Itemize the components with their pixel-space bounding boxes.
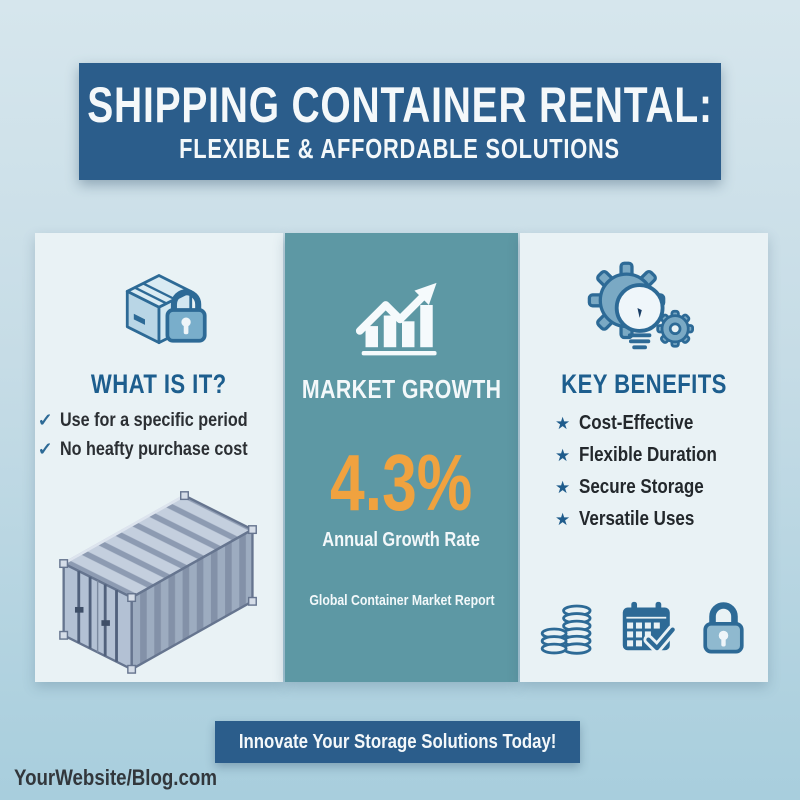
market-growth-heading-text: MARKET GROWTH — [301, 374, 502, 404]
lightbulb-gears-icon — [585, 261, 703, 355]
growth-stat-value: 4.3% — [310, 438, 492, 527]
growth-stat-label-text: Annual Growth Rate — [322, 529, 481, 551]
key-benefits-heading: KEY BENEFITS — [543, 369, 745, 400]
growth-stat-value-text: 4.3% — [330, 438, 473, 527]
box-with-padlock-icon — [103, 263, 215, 357]
cta-banner: Innovate Your Storage Solutions Today! — [215, 721, 580, 763]
what-is-it-list: ✓ Use for a specific period ✓ No heafty … — [38, 410, 281, 461]
benefit-icons-row — [539, 596, 750, 656]
star-icon: ★ — [555, 446, 571, 465]
padlock-icon — [697, 596, 750, 656]
website-url-text: YourWebsite/Blog.com — [14, 765, 217, 790]
star-icon: ★ — [555, 510, 571, 529]
shipping-container-illustration — [41, 469, 277, 677]
list-item: ★ Flexible Duration — [555, 444, 733, 467]
key-benefits-list: ★ Cost-Effective ★ Flexible Duration ★ S… — [555, 412, 733, 531]
list-item-label: Versatile Uses — [579, 508, 715, 531]
list-item-text: Cost-Effective — [579, 412, 694, 434]
report-source: Global Container Market Report — [289, 592, 515, 609]
page-subtitle: FLEXIBLE & AFFORDABLE SOLUTIONS — [117, 135, 682, 163]
panel-market-growth: MARKET GROWTH 4.3% Annual Growth Rate Gl… — [285, 233, 518, 682]
cta-label-text: Innovate Your Storage Solutions Today! — [238, 730, 557, 753]
panel-what-is-it: WHAT IS IT? ✓ Use for a specific period … — [35, 233, 283, 682]
list-item-text: Versatile Uses — [579, 508, 695, 530]
cta-label: Innovate Your Storage Solutions Today! — [204, 730, 591, 754]
panel-key-benefits: KEY BENEFITS ★ Cost-Effective ★ Flexible… — [520, 233, 768, 682]
list-item-label: Secure Storage — [579, 476, 726, 499]
coins-icon — [539, 602, 597, 656]
check-icon: ✓ — [37, 410, 53, 430]
star-icon: ★ — [555, 478, 571, 497]
list-item-text: No heafty purchase cost — [59, 439, 248, 460]
list-item-text: Secure Storage — [579, 476, 704, 498]
list-item: ✓ No heafty purchase cost — [38, 439, 281, 461]
page-title: SHIPPING CONTAINER RENTAL: — [0, 80, 800, 130]
report-source-text: Global Container Market Report — [308, 592, 495, 609]
page-subtitle-text: FLEXIBLE & AFFORDABLE SOLUTIONS — [179, 133, 621, 164]
list-item: ★ Versatile Uses — [555, 508, 733, 531]
check-icon: ✓ — [37, 439, 53, 459]
calendar-check-icon — [617, 599, 677, 656]
list-item-label: Use for a specific period — [60, 410, 281, 432]
list-item-text: Use for a specific period — [59, 410, 248, 431]
list-item-label: Flexible Duration — [579, 444, 741, 467]
growth-stat-label: Annual Growth Rate — [305, 529, 497, 552]
what-is-it-heading-text: WHAT IS IT? — [91, 369, 227, 399]
list-item: ★ Secure Storage — [555, 476, 733, 499]
header-banner: SHIPPING CONTAINER RENTAL: FLEXIBLE & AF… — [79, 63, 721, 180]
list-item-label: No heafty purchase cost — [60, 439, 281, 461]
key-benefits-heading-text: KEY BENEFITS — [561, 369, 727, 399]
list-item: ★ Cost-Effective — [555, 412, 733, 435]
market-growth-heading: MARKET GROWTH — [280, 374, 523, 405]
list-item: ✓ Use for a specific period — [38, 410, 281, 432]
list-item-text: Flexible Duration — [579, 444, 718, 466]
what-is-it-heading: WHAT IS IT? — [76, 369, 241, 400]
list-item-label: Cost-Effective — [579, 412, 713, 435]
website-url: YourWebsite/Blog.com — [14, 765, 253, 791]
page-title-text: SHIPPING CONTAINER RENTAL: — [87, 77, 713, 133]
bar-chart-growth-icon — [354, 273, 450, 360]
star-icon: ★ — [555, 414, 571, 433]
